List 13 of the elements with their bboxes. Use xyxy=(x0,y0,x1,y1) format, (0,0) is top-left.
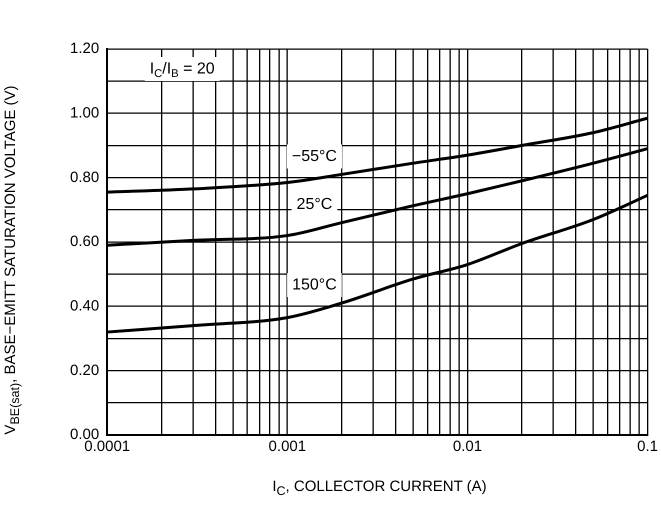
y-tick-label: 1.00 xyxy=(70,104,100,122)
x-axis-title: I$_{C}$, COLLECTOR CURRENT (A) xyxy=(271,478,488,498)
y-tick-label: 0.20 xyxy=(70,362,100,379)
y-tick-label: 0.60 xyxy=(70,233,100,250)
series-label: 25°C xyxy=(296,196,332,214)
series-label: 150°C xyxy=(292,276,337,294)
y-tick-label: 0.40 xyxy=(70,297,100,314)
x-tick-label: 0.01 xyxy=(452,438,482,456)
x-tick-label: 0.1 xyxy=(637,438,658,456)
series-label: −55°C xyxy=(292,148,337,165)
y-tick-label: 0.80 xyxy=(70,168,100,186)
y-tick-label: 1.20 xyxy=(70,40,100,58)
x-tick-label: 0.001 xyxy=(268,438,306,456)
